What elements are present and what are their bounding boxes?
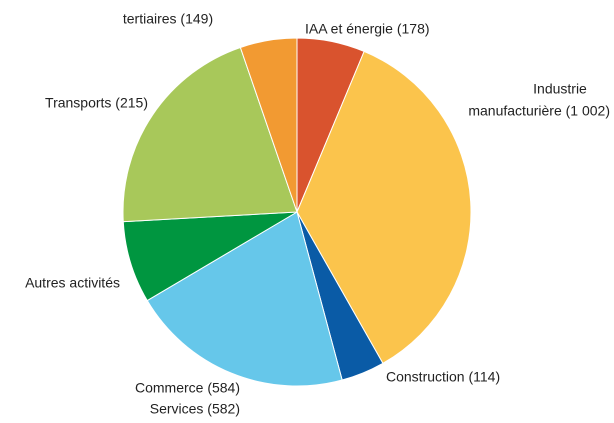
pie-slice <box>122 46 298 223</box>
pie-slice <box>239 37 298 213</box>
slice-label: tertiaires (149) <box>123 11 213 27</box>
slice-label: Autres activités <box>25 275 120 291</box>
slice-label: IAA et énergie (178) <box>305 21 430 37</box>
pie-slice <box>296 50 472 365</box>
pie-slice <box>146 211 343 387</box>
slice-label: Construction (114) <box>386 369 500 385</box>
slice-label: Industrie <box>533 81 587 97</box>
slice-label: Commerce (584) <box>135 380 240 396</box>
slice-label: manufacturière (1 002) <box>468 103 610 119</box>
slice-label: Services (582) <box>150 401 240 417</box>
slice-label: Transports (215) <box>45 95 148 111</box>
